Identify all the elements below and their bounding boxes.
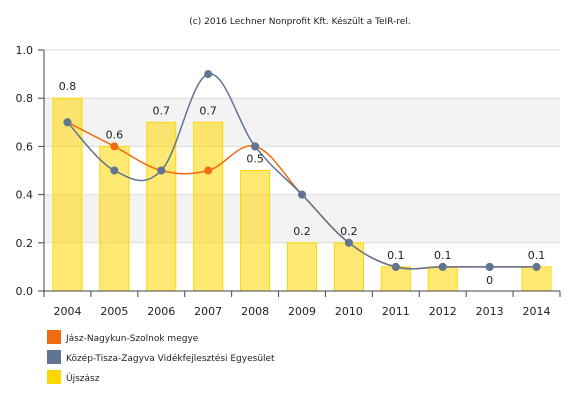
data-label: 0 bbox=[486, 274, 493, 287]
data-label: 0.2 bbox=[340, 225, 358, 238]
bar bbox=[286, 242, 318, 292]
series-point-2 bbox=[485, 262, 494, 271]
data-label: 0.7 bbox=[153, 104, 171, 117]
series-point-2 bbox=[251, 142, 260, 151]
bar bbox=[52, 97, 83, 292]
x-tick-label: 2008 bbox=[241, 305, 269, 318]
x-tick-label: 2011 bbox=[382, 305, 410, 318]
x-tick-label: 2006 bbox=[147, 305, 175, 318]
data-label: 0.8 bbox=[59, 80, 77, 93]
y-tick-label: 0.2 bbox=[16, 237, 34, 250]
legend-label: Újszász bbox=[66, 372, 100, 384]
chart-credit: (c) 2016 Lechner Nonprofit Kft. Készült … bbox=[189, 16, 410, 27]
axes: 0.0 0.2 0.4 0.6 0.8 1.0 2004 2005 2006 2007 2008 20… bbox=[16, 44, 561, 318]
series-point-2 bbox=[438, 262, 447, 271]
data-label: 0.2 bbox=[293, 225, 311, 238]
y-tick-label: 0.4 bbox=[16, 189, 34, 202]
series-point-2 bbox=[157, 166, 166, 175]
x-tick-label: 2007 bbox=[194, 305, 222, 318]
data-label: 0.1 bbox=[528, 249, 546, 262]
x-tick-label: 2014 bbox=[523, 305, 551, 318]
data-label: 0.1 bbox=[387, 249, 405, 262]
x-tick-label: 2010 bbox=[335, 305, 363, 318]
series-point-2 bbox=[391, 262, 400, 271]
series-point-1 bbox=[204, 166, 213, 175]
bar bbox=[521, 266, 552, 292]
x-tick-label: 2005 bbox=[100, 305, 128, 318]
legend-swatch bbox=[47, 330, 61, 344]
series-point-2 bbox=[204, 70, 213, 79]
series-point-2 bbox=[344, 238, 353, 247]
y-tick-label: 0.0 bbox=[16, 285, 34, 298]
x-tick-label: 2009 bbox=[288, 305, 316, 318]
bar bbox=[193, 121, 224, 292]
legend: Jász-Nagykun-Szolnok megye Közép-Tisza-Za… bbox=[47, 330, 275, 384]
plot-bands bbox=[44, 98, 560, 243]
legend-swatch bbox=[47, 350, 61, 364]
series-line-2 bbox=[66, 73, 537, 270]
legend-label: Jász-Nagykun-Szolnok megye bbox=[65, 334, 199, 344]
bar bbox=[240, 170, 271, 292]
plot-band bbox=[44, 194, 560, 243]
series-point-1 bbox=[110, 142, 119, 151]
data-label: 0.7 bbox=[199, 104, 217, 117]
data-label: 0.6 bbox=[106, 128, 124, 141]
line-points bbox=[63, 70, 541, 271]
y-tick-label: 0.8 bbox=[16, 92, 34, 105]
data-labels: 0.8 0.6 0.7 0.7 0.5 0.2 0.2 0.1 0.1 0 0.1 bbox=[59, 80, 546, 287]
plot-band bbox=[44, 98, 560, 147]
x-tick-label: 2004 bbox=[53, 305, 81, 318]
legend-label: Közép-Tisza-Zagyva Vidékfejlesztési Egye… bbox=[66, 353, 275, 364]
legend-swatch bbox=[47, 370, 61, 384]
data-label: 0.1 bbox=[434, 249, 452, 262]
series-point-2 bbox=[298, 190, 306, 199]
data-label: 0.5 bbox=[246, 153, 264, 166]
series-point-2 bbox=[110, 166, 119, 175]
series-point-2 bbox=[532, 262, 541, 271]
y-tick-label: 0.6 bbox=[16, 140, 34, 153]
x-tick-label: 2012 bbox=[429, 305, 457, 318]
x-tick-label: 2013 bbox=[476, 305, 504, 318]
y-tick-label: 1.0 bbox=[16, 44, 34, 57]
bar-series bbox=[52, 97, 552, 292]
series-point-2 bbox=[63, 118, 72, 127]
bar bbox=[146, 121, 177, 292]
